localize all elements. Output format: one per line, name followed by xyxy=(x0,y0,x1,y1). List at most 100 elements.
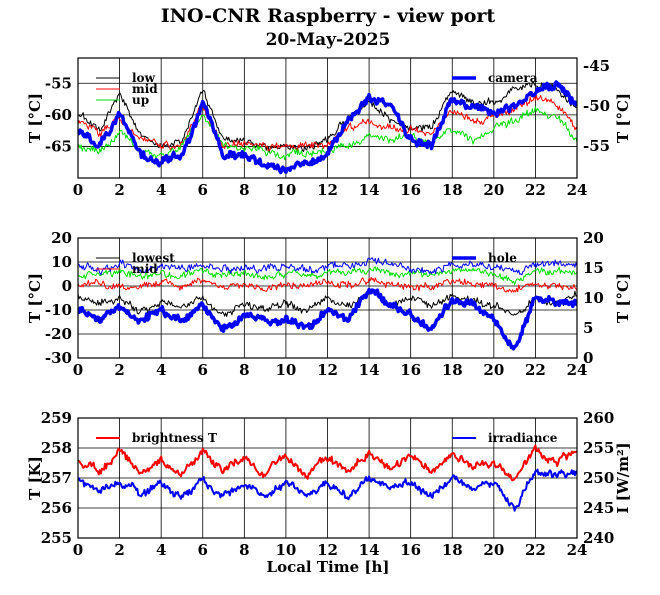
y-tick-label: 10 xyxy=(51,253,72,271)
x-tick-label: 16 xyxy=(400,541,421,559)
y2-axis-label: T [°C] xyxy=(614,273,632,323)
y-tick-label: 256 xyxy=(41,499,72,517)
x-tick-label: 6 xyxy=(198,361,208,379)
x-tick-label: 12 xyxy=(317,181,338,199)
y2-tick-label: 240 xyxy=(583,529,614,547)
x-tick-label: 8 xyxy=(239,181,249,199)
y-tick-label: 258 xyxy=(41,439,72,457)
plot-frame xyxy=(77,237,578,359)
y-axis-label: T [°C] xyxy=(26,93,44,143)
series-line-green-2 xyxy=(78,266,577,286)
panels: 0 2 4 6 8 10 12 14 16 18 20 22 24-55-60-65-45-50-55T… xyxy=(26,57,632,559)
x-tick-label: 10 xyxy=(275,361,296,379)
series-group xyxy=(78,444,577,512)
y-tick-label: 255 xyxy=(41,529,72,547)
series-line-irradiance xyxy=(78,468,577,512)
x-tick-label: 20 xyxy=(483,541,504,559)
x-tick-label: 22 xyxy=(525,541,546,559)
x-tick-label: 20 xyxy=(483,361,504,379)
y2-tick-label: 250 xyxy=(583,469,614,487)
legend-label: irradiance xyxy=(488,431,558,445)
y-tick-label: 259 xyxy=(41,409,72,427)
panel-3: 0 2 4 6 8 10 12 14 16 18 20 22 242592582572562552602… xyxy=(26,409,632,559)
y2-tick-label: -55 xyxy=(583,137,610,155)
x-tick-label: 6 xyxy=(198,181,208,199)
x-tick-label: 24 xyxy=(567,181,588,199)
x-tick-label: 4 xyxy=(156,361,166,379)
series-line-lowest xyxy=(78,289,577,317)
series-line-mid xyxy=(78,276,577,293)
legend-label: mid xyxy=(132,82,158,96)
x-tick-label: 2 xyxy=(114,181,124,199)
x-tick-label: 12 xyxy=(317,541,338,559)
y-tick-label: -65 xyxy=(45,137,72,155)
legend-label: mid xyxy=(132,262,158,276)
y2-tick-label: 20 xyxy=(583,229,604,247)
series-group xyxy=(78,257,577,351)
panel-2: 0 2 4 6 8 10 12 14 16 18 20 22 2420100-10-20-3020151… xyxy=(26,229,632,379)
y2-tick-label: 260 xyxy=(583,409,614,427)
x-tick-label: 2 xyxy=(114,361,124,379)
series-line-brightness-T xyxy=(78,444,577,482)
x-tick-label: 18 xyxy=(442,181,463,199)
x-tick-label: 0 xyxy=(73,181,83,199)
x-tick-label: 18 xyxy=(442,541,463,559)
x-tick-label: 2 xyxy=(114,541,124,559)
legend-label: low xyxy=(132,71,156,85)
y-tick-label: -60 xyxy=(45,106,72,124)
panel-1: 0 2 4 6 8 10 12 14 16 18 20 22 24-55-60-65-45-50-55T… xyxy=(26,57,632,199)
x-tick-label: 0 xyxy=(73,361,83,379)
legend-label: up xyxy=(132,93,149,107)
x-tick-label: 20 xyxy=(483,181,504,199)
x-tick-label: 8 xyxy=(239,541,249,559)
y-tick-label: -20 xyxy=(45,325,72,343)
y2-tick-label: 255 xyxy=(583,439,614,457)
legend-label: lowest xyxy=(132,251,175,265)
x-tick-label: 18 xyxy=(442,361,463,379)
chart-title: INO-CNR Raspberry - view port xyxy=(161,5,496,27)
y-tick-label: 257 xyxy=(41,469,72,487)
x-tick-label: 4 xyxy=(156,541,166,559)
y2-tick-label: 10 xyxy=(583,289,604,307)
x-tick-label: 16 xyxy=(400,181,421,199)
x-axis-label: Local Time [h] xyxy=(267,558,390,576)
x-tick-label: 22 xyxy=(525,361,546,379)
x-tick-label: 14 xyxy=(359,181,380,199)
series-group xyxy=(78,80,577,175)
series-line-blue-3 xyxy=(78,257,577,276)
y2-tick-label: 245 xyxy=(583,499,614,517)
series-line-hole xyxy=(78,287,577,351)
legend-label: hole xyxy=(488,251,517,265)
x-tick-label: 4 xyxy=(156,181,166,199)
y-axis-label: T [°C] xyxy=(26,273,44,323)
y-tick-label: -30 xyxy=(45,349,72,367)
x-tick-label: 12 xyxy=(317,361,338,379)
x-tick-label: 14 xyxy=(359,541,380,559)
x-tick-label: 24 xyxy=(567,361,588,379)
x-tick-label: 10 xyxy=(275,541,296,559)
y2-tick-label: 0 xyxy=(583,349,593,367)
series-line-camera xyxy=(78,80,577,175)
y2-tick-label: 5 xyxy=(583,319,593,337)
y-tick-label: 0 xyxy=(62,277,72,295)
y-tick-label: -55 xyxy=(45,74,72,92)
chart-subtitle: 20-May-2025 xyxy=(266,30,391,50)
legend-label: brightness T xyxy=(132,431,217,445)
y2-tick-label: -50 xyxy=(583,97,610,115)
x-tick-label: 14 xyxy=(359,361,380,379)
y-axis-label: T [K] xyxy=(26,456,44,500)
x-tick-label: 6 xyxy=(198,541,208,559)
plot-frame xyxy=(77,57,578,179)
x-tick-label: 0 xyxy=(73,541,83,559)
legend-label: camera xyxy=(488,71,538,85)
y2-axis-label: I [W/m²] xyxy=(614,442,632,513)
y-tick-label: 20 xyxy=(51,229,72,247)
y-tick-label: -10 xyxy=(45,301,72,319)
x-tick-label: 22 xyxy=(525,181,546,199)
x-tick-label: 24 xyxy=(567,541,588,559)
x-tick-label: 10 xyxy=(275,181,296,199)
plot-frame xyxy=(77,417,578,539)
y2-tick-label: 15 xyxy=(583,259,604,277)
